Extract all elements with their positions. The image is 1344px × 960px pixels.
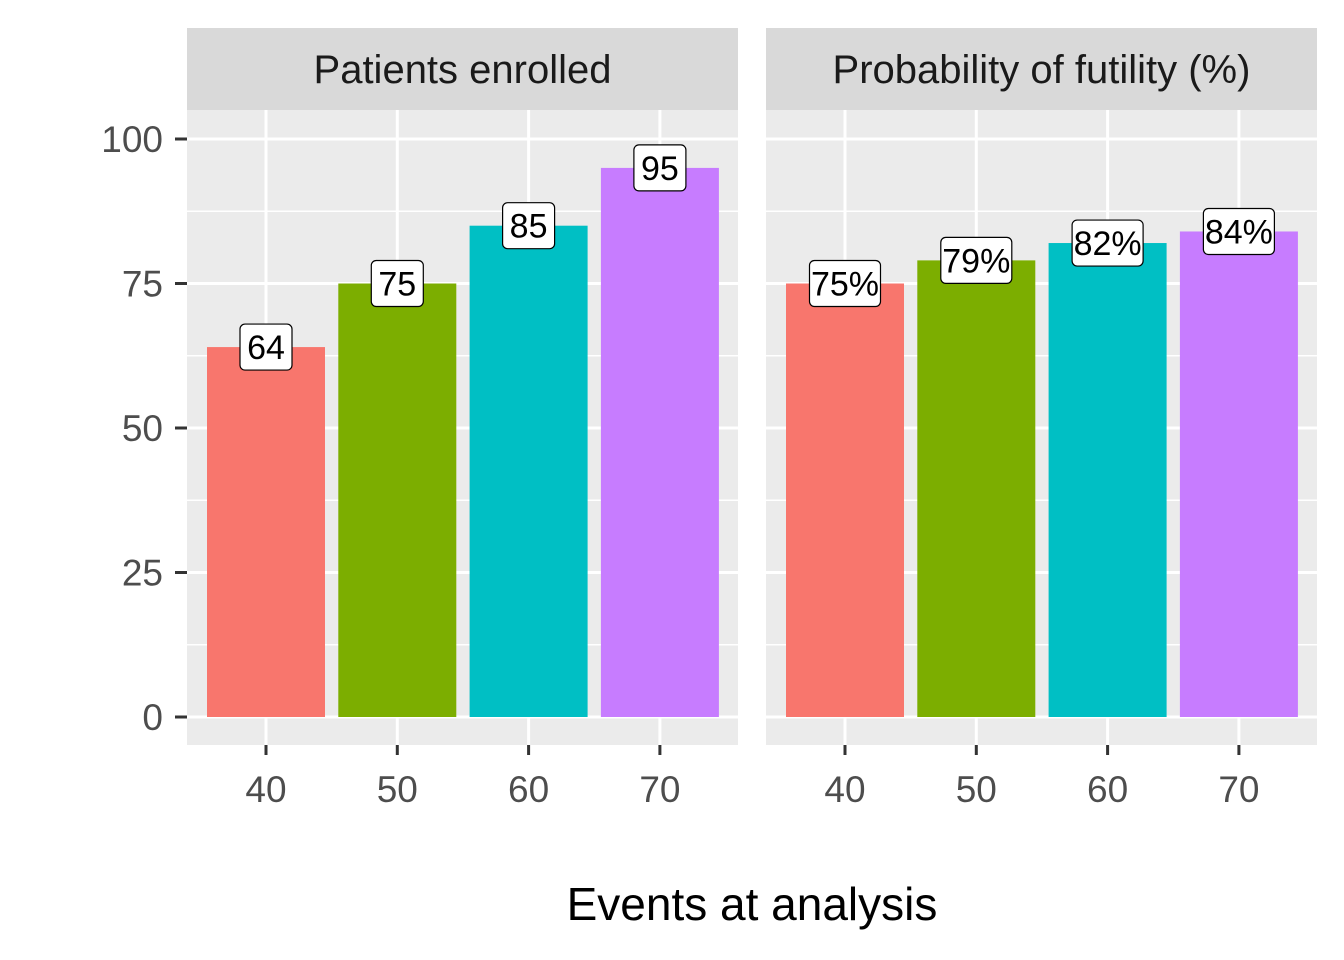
data-label: 85 [510,208,548,246]
y-tick-label: 25 [122,553,163,594]
x-tick-label: 50 [956,769,997,810]
data-label: 79% [942,242,1010,280]
data-label: 64 [247,329,285,367]
x-tick-label: 70 [1218,769,1259,810]
panel-strip [766,28,1317,110]
data-label: 84% [1205,213,1273,251]
data-label-box [940,236,1013,284]
bar-70 [600,167,719,717]
bar-50 [917,260,1036,717]
x-tick-label: 50 [377,769,418,810]
panel-1: Patients enrolled 64 75 85 95 40 50 60 70 [187,28,738,810]
x-axis-title: Events at analysis [567,878,938,930]
x-tick-label: 60 [1087,769,1128,810]
data-label-box [370,259,424,308]
x-tick-label: 70 [639,769,680,810]
bar-50 [338,283,457,717]
bar-40 [207,347,325,717]
data-label-box [633,144,687,192]
data-label: 95 [641,150,679,188]
y-tick-label: 50 [122,408,163,449]
data-label-box [1071,219,1144,267]
bar-40 [786,283,904,717]
panel-title: Probability of futility (%) [833,48,1251,92]
panel-2: Probability of futility (%) 75% 79% 82% 84% 4… [766,28,1317,810]
x-tick-label: 40 [245,769,286,810]
x-tick-label: 60 [508,769,549,810]
data-label-box [502,202,556,250]
x-tick-label: 40 [824,769,865,810]
y-tick-label: 0 [142,697,163,738]
panel-title: Patients enrolled [314,48,612,92]
data-label: 75% [811,266,879,304]
data-label-box [1202,207,1276,256]
data-label: 82% [1074,225,1142,263]
data-label-box [808,259,882,308]
data-label: 75 [378,266,416,304]
bar-60 [1048,243,1167,718]
bar-60 [469,225,588,717]
data-label-box [239,323,293,371]
bar-70 [1179,231,1298,718]
y-tick-label: 100 [101,119,163,160]
panel-strip [187,28,738,110]
y-tick-label: 75 [122,264,163,305]
y-axis: 0 25 50 75 100 [101,119,187,738]
